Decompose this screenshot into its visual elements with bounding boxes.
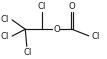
Text: Cl: Cl <box>37 2 46 11</box>
Text: O: O <box>53 25 60 34</box>
Text: Cl: Cl <box>91 32 100 41</box>
Text: Cl: Cl <box>1 32 9 41</box>
Text: O: O <box>69 2 75 11</box>
Text: Cl: Cl <box>1 15 9 24</box>
Text: Cl: Cl <box>23 48 31 57</box>
